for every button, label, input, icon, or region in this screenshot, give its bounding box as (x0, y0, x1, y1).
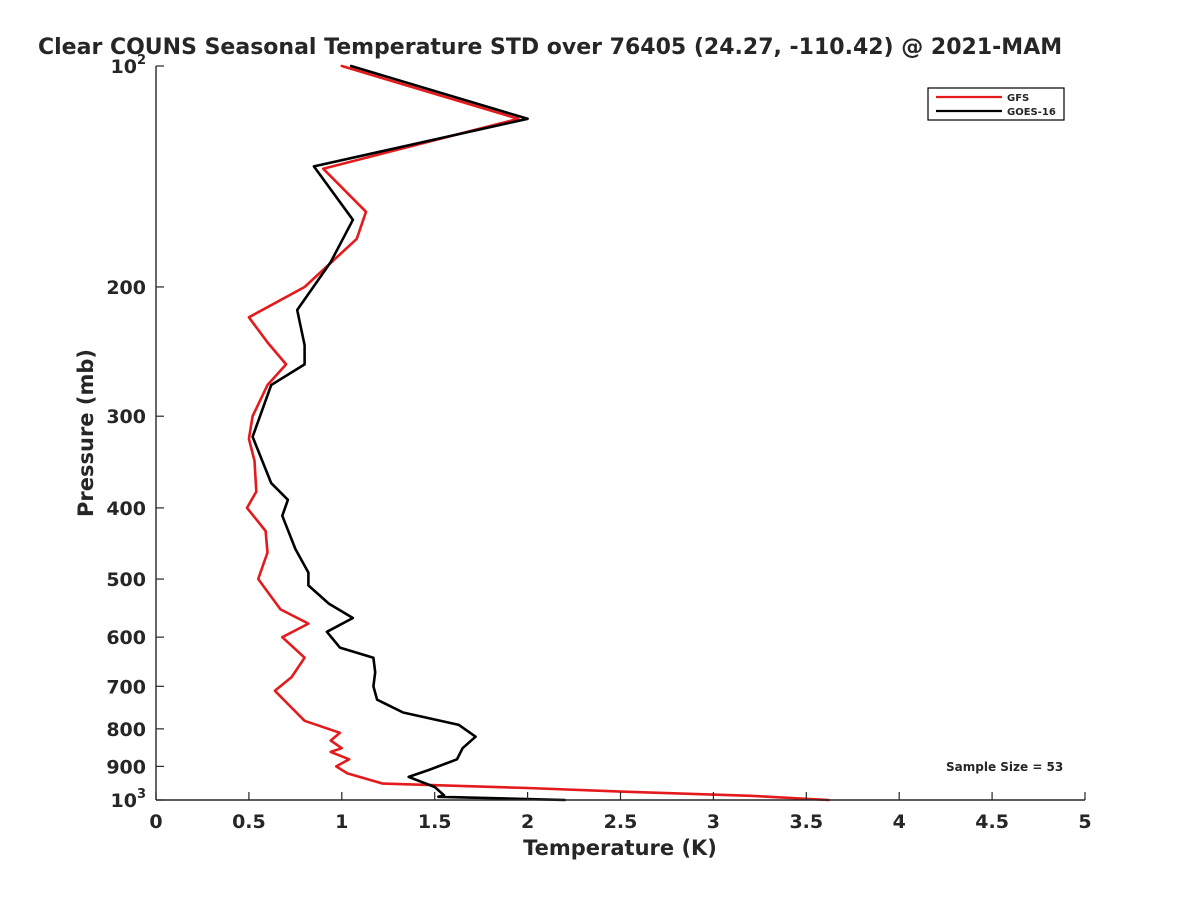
y-tick-label: 900 (106, 756, 146, 778)
legend-label-goes16: GOES-16 (1007, 107, 1056, 118)
legend-label-gfs: GFS (1007, 93, 1029, 104)
x-tick-label: 4.5 (975, 811, 1009, 833)
x-axis-label: Temperature (K) (523, 836, 717, 860)
x-tick-label: 1 (335, 811, 348, 833)
x-axis-ticks: 0 0.5 1 1.5 2 2.5 3 3.5 4 4.5 5 (149, 792, 1092, 833)
y-tick-label: 700 (106, 676, 146, 698)
x-tick-label: 2 (521, 811, 534, 833)
y-tick-label: 500 (106, 569, 146, 591)
y-tick-label: 103 (111, 787, 147, 812)
y-tick-label: 800 (106, 719, 146, 741)
x-tick-label: 3.5 (789, 811, 823, 833)
series-line-goes16 (251, 64, 567, 802)
x-tick-label: 0 (149, 811, 162, 833)
legend-box (927, 87, 1065, 121)
y-tick-label: 200 (106, 277, 146, 299)
x-tick-label: 0.5 (232, 811, 266, 833)
x-tick-label: 5 (1078, 811, 1091, 833)
series-layer (245, 64, 830, 802)
legend: GFS GOES-16 (927, 87, 1065, 121)
y-tick-label: 600 (106, 627, 146, 649)
plot-area (155, 64, 1085, 802)
x-tick-label: 3 (707, 811, 720, 833)
y-tick-label: 300 (106, 406, 146, 428)
y-tick-label: 102 (111, 53, 147, 78)
plot-background (156, 66, 1085, 800)
y-tick-label: 400 (106, 498, 146, 520)
sample-size-annotation: Sample Size = 53 (946, 760, 1063, 774)
chart-title: Clear COUNS Seasonal Temperature STD ove… (38, 35, 1062, 60)
series-line-gfs (245, 64, 830, 802)
y-axis-ticks: 102 200 300 400 500 600 700 800 900 103 (106, 53, 164, 812)
x-tick-label: 4 (893, 811, 906, 833)
x-tick-label: 1.5 (418, 811, 452, 833)
y-axis-label: Pressure (mb) (74, 349, 98, 517)
x-tick-label: 2.5 (604, 811, 638, 833)
